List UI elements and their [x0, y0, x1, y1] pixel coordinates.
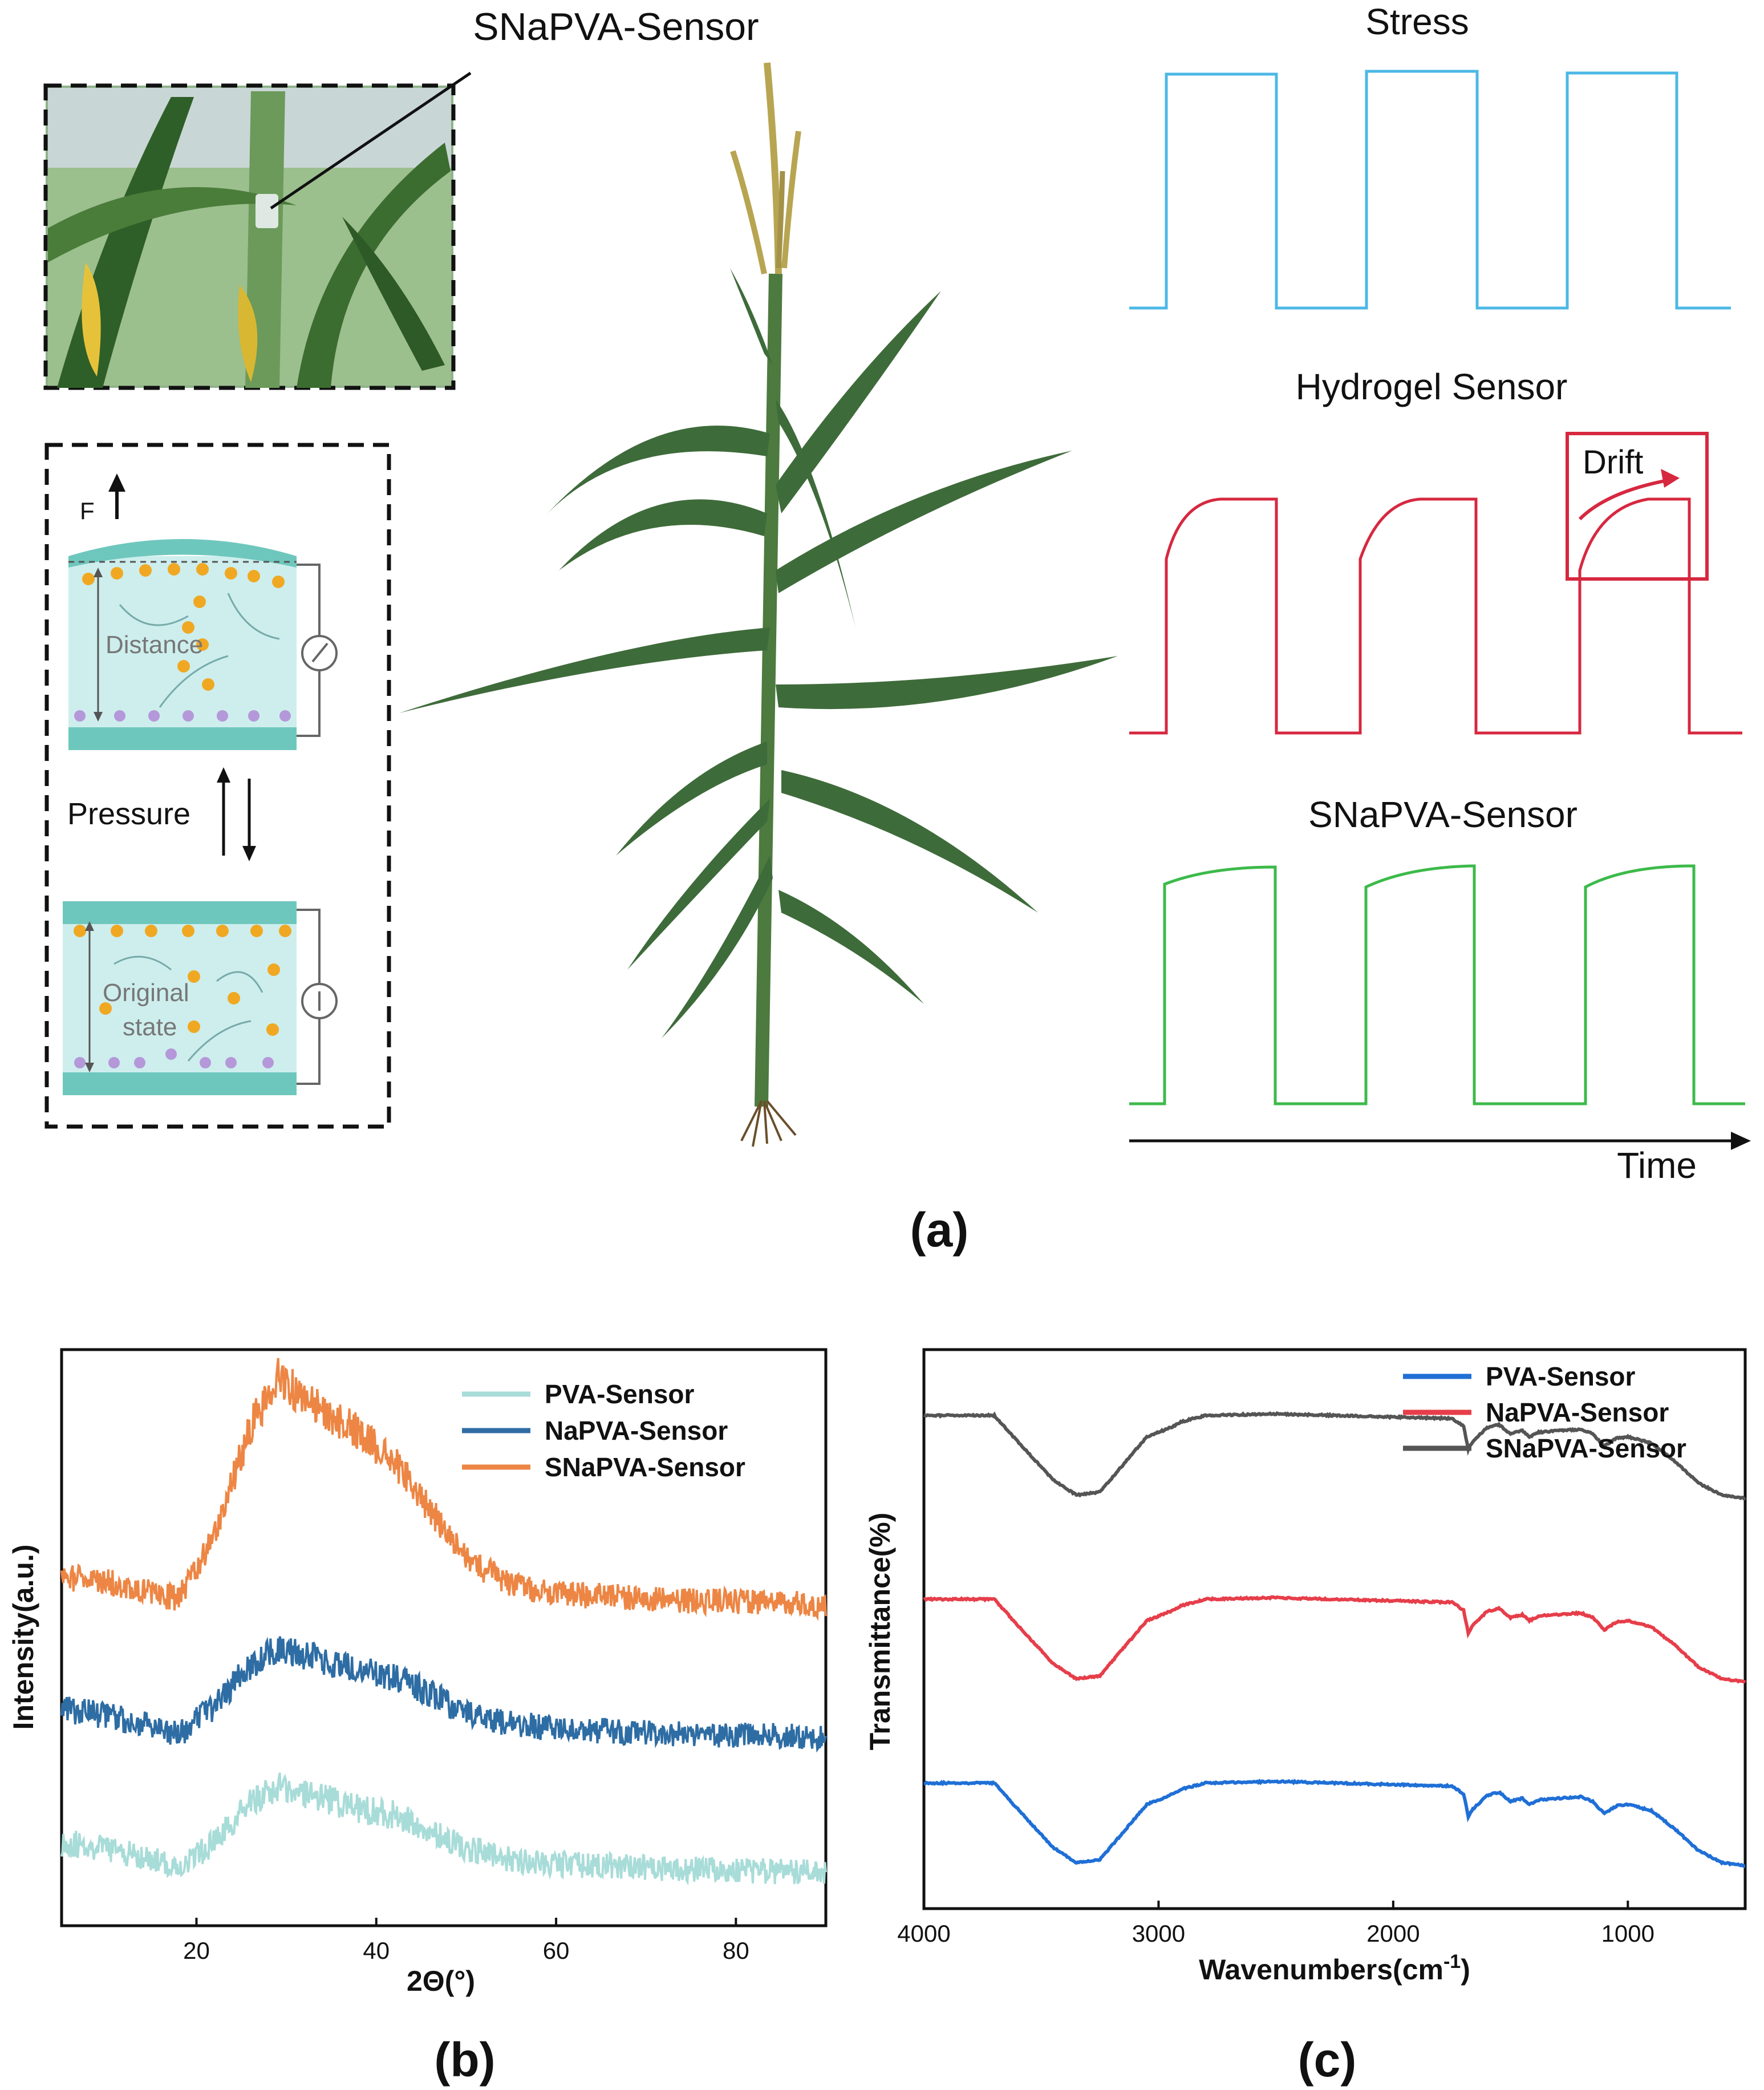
panel-c-label: (c): [1298, 2033, 1357, 2087]
x-tick-label: 20: [183, 1937, 210, 1964]
drift-arrow-icon: [1661, 469, 1680, 488]
purple-ion-dots: [74, 710, 291, 722]
ftir-x-axis-label-end: ): [1461, 1954, 1470, 1986]
distance-label: Distance: [106, 631, 203, 659]
panel-b: 20 40 60 80 PVA-Sensor NaPVA-Sensor SNaPVA-Se…: [7, 1348, 828, 2087]
series-line-pva-sensor: [60, 1772, 827, 1886]
force-label: F: [80, 497, 95, 524]
series-line-napva-sensor: [60, 1636, 827, 1753]
ftir-plot-frame: [922, 1348, 1747, 1910]
legend-label-napva-sensor: NaPVA-Sensor: [545, 1416, 728, 1445]
drift-label: Drift: [1583, 444, 1643, 481]
up-arrow-icon: [217, 767, 230, 783]
hydrogel-trace: [1129, 497, 1742, 735]
ftir-x-axis-label-sup: -1: [1443, 1951, 1461, 1972]
down-arrow-icon: [242, 846, 256, 861]
xrd-series-group: [60, 1358, 827, 1886]
panel-a-label: (a): [910, 1203, 969, 1257]
force-arrow-icon: [108, 473, 125, 492]
sensing-mechanism-schematic: Distance F Pressure: [44, 443, 391, 1129]
pressure-label: Pressure: [67, 797, 190, 831]
photo-caption: SNaPVA-Sensor: [473, 5, 759, 48]
xrd-y-axis-label: Intensity(a.u.): [7, 1544, 39, 1729]
legend-label-pva-sensor: PVA-Sensor: [1486, 1362, 1636, 1391]
signal-title-snapva: SNaPVA-Sensor: [1308, 794, 1578, 835]
orange-ion-dots: [82, 563, 285, 691]
series-line-pva-sensor: [923, 1779, 1746, 1868]
xrd-legend: PVA-Sensor NaPVA-Sensor SNaPVA-Sensor: [462, 1379, 745, 1482]
x-tick-label: 4000: [897, 1920, 950, 1947]
series-line-snapva-sensor: [60, 1358, 827, 1622]
plant-illustration: [399, 62, 1118, 1147]
ftir-x-ticks: 4000 3000 2000 1000: [897, 1901, 1654, 1947]
xrd-plot-frame: [60, 1348, 828, 1927]
x-tick-label: 2000: [1366, 1920, 1420, 1947]
x-tick-label: 60: [543, 1937, 570, 1964]
panel-a: SNaPVA-Sensor: [43, 1, 1751, 1257]
signal-traces: Stress Hydrogel Sensor Drift SNaPVA-Sens…: [1129, 1, 1751, 1186]
xrd-x-axis-label: 2Θ(°): [407, 1965, 475, 1997]
x-tick-label: 40: [363, 1937, 390, 1964]
xrd-x-ticks: 20 40 60 80: [183, 1918, 749, 1964]
legend-label-snapva-sensor: SNaPVA-Sensor: [545, 1452, 745, 1482]
signal-title-hydrogel: Hydrogel Sensor: [1296, 366, 1568, 407]
ftir-y-axis-label: Transmittance(%): [864, 1513, 896, 1751]
original-label-line1: Original: [103, 979, 189, 1007]
ftir-series-group: [923, 1411, 1747, 1868]
stretched-sensor: Distance: [68, 539, 338, 750]
drift-highlight-box: [1566, 432, 1709, 581]
ftir-x-axis-label: Wavenumbers(cm-1): [1199, 1951, 1470, 1986]
series-line-napva-sensor: [923, 1595, 1746, 1684]
original-label-line2: state: [123, 1013, 177, 1041]
legend-label-snapva-sensor: SNaPVA-Sensor: [1486, 1433, 1686, 1463]
legend-label-napva-sensor: NaPVA-Sensor: [1486, 1398, 1669, 1427]
ftir-x-axis-label-main: Wavenumbers(cm: [1199, 1954, 1443, 1986]
x-tick-label: 1000: [1601, 1920, 1654, 1947]
series-line-snapva-sensor: [923, 1411, 1747, 1501]
x-tick-label: 80: [723, 1937, 749, 1964]
legend-label-pva-sensor: PVA-Sensor: [545, 1379, 695, 1409]
snapva-trace: [1129, 864, 1745, 1105]
original-state-sensor: Original state: [63, 901, 338, 1095]
time-arrow-icon: [1731, 1132, 1751, 1150]
ftir-legend: PVA-Sensor NaPVA-Sensor SNaPVA-Sensor: [1403, 1362, 1686, 1463]
plant-photo-inset: [43, 71, 472, 390]
x-tick-label: 3000: [1132, 1920, 1185, 1947]
time-label: Time: [1617, 1145, 1697, 1186]
panel-b-label: (b): [434, 2033, 495, 2087]
signal-title-stress: Stress: [1365, 1, 1469, 42]
stress-trace: [1129, 70, 1731, 310]
panel-c: 4000 3000 2000 1000 PVA-Sensor NaPVA-Sensor S…: [864, 1348, 1747, 2087]
